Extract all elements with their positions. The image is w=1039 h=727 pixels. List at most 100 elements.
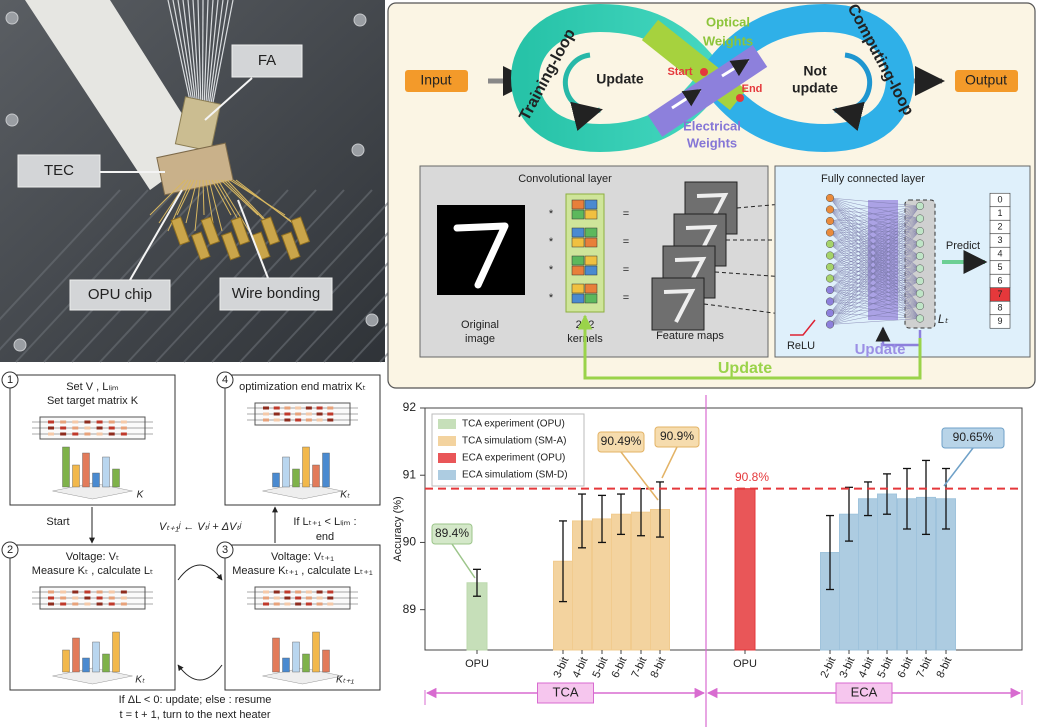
bond-wire bbox=[211, 179, 232, 216]
fc-connection bbox=[829, 280, 921, 325]
step-text: Voltage: Vₜ bbox=[66, 551, 119, 563]
conv-operator: = bbox=[623, 292, 629, 304]
input-node bbox=[825, 205, 835, 214]
callout-box bbox=[431, 523, 473, 545]
fc-connection bbox=[829, 205, 921, 210]
fc-connection bbox=[829, 243, 921, 256]
kernel-cell bbox=[584, 255, 598, 266]
matrix-element bbox=[108, 420, 115, 424]
group-label-box bbox=[537, 682, 594, 704]
fc-connection bbox=[829, 218, 921, 245]
callout-box bbox=[941, 427, 1005, 449]
fc-update-label: Update bbox=[855, 341, 906, 358]
fc-connection bbox=[829, 301, 921, 307]
fiber bbox=[204, 0, 214, 111]
fc-connection bbox=[829, 205, 921, 291]
matrix-element bbox=[316, 412, 323, 416]
matrix-element bbox=[96, 432, 103, 436]
input-label: Input bbox=[420, 72, 451, 88]
matrix-element bbox=[60, 590, 67, 594]
screw-hole bbox=[353, 13, 367, 27]
x-tick-label: 8-bit bbox=[648, 655, 668, 679]
step-text: optimization end matrix Kₜ bbox=[239, 381, 366, 393]
fc-connection bbox=[829, 318, 921, 325]
fc-connection bbox=[829, 280, 921, 314]
bar-3d bbox=[62, 446, 70, 488]
matrix-element bbox=[84, 590, 91, 594]
kernel-cell bbox=[571, 283, 585, 294]
bond-wire bbox=[194, 179, 201, 232]
fc-connection bbox=[829, 255, 921, 325]
step-badge bbox=[1, 541, 19, 559]
kernel-cell bbox=[571, 199, 585, 210]
bar-3d bbox=[322, 452, 330, 488]
fc-connection bbox=[829, 209, 921, 232]
output-box bbox=[955, 70, 1018, 92]
original-image-label: image bbox=[465, 333, 495, 345]
not-update-label: update bbox=[792, 80, 838, 96]
fc-connection bbox=[829, 232, 921, 307]
input-box bbox=[405, 70, 468, 92]
input-node bbox=[825, 251, 835, 260]
matrix-element bbox=[108, 596, 115, 600]
conv-operator: * bbox=[549, 208, 554, 220]
update-curl bbox=[562, 52, 603, 131]
bond-wire bbox=[208, 179, 223, 232]
matrix-element bbox=[263, 602, 269, 606]
bar-3d bbox=[72, 464, 80, 488]
fc-connection bbox=[829, 268, 921, 291]
bar-3d bbox=[312, 464, 320, 488]
photo-label-box bbox=[231, 44, 303, 78]
matrix-element bbox=[96, 596, 103, 600]
input-node bbox=[825, 274, 835, 283]
fc-connection bbox=[829, 278, 921, 307]
bond-pad bbox=[281, 231, 301, 261]
bar-3d bbox=[302, 653, 310, 673]
matrix-element bbox=[295, 596, 302, 600]
update-feedback-label: Update bbox=[718, 360, 772, 377]
relu-curve bbox=[790, 319, 816, 336]
bond-wire bbox=[158, 179, 189, 224]
fc-connection bbox=[829, 230, 921, 291]
fc-connection bbox=[829, 197, 921, 294]
output-digit: 0 bbox=[997, 194, 1002, 204]
fc-connection bbox=[829, 218, 921, 222]
x-tick-label: 7-bit bbox=[914, 655, 934, 679]
legend-swatch bbox=[438, 419, 456, 429]
kernel-cell bbox=[584, 265, 598, 276]
matrix-element bbox=[327, 602, 334, 606]
start-label: Start bbox=[667, 66, 692, 78]
fc-connection bbox=[829, 218, 921, 279]
input-node bbox=[825, 262, 835, 272]
fiber bbox=[210, 0, 234, 111]
fc-connection bbox=[829, 230, 921, 302]
matrix-element bbox=[72, 602, 79, 606]
output-digit: 4 bbox=[997, 248, 1002, 258]
input-node bbox=[825, 320, 835, 329]
output-node bbox=[915, 201, 925, 211]
output-node bbox=[915, 264, 925, 273]
fc-connection bbox=[829, 278, 921, 294]
output-digit: 1 bbox=[997, 208, 1002, 218]
fc-connection bbox=[829, 205, 921, 325]
photo-label: FA bbox=[258, 52, 276, 69]
pcb-trace bbox=[239, 189, 401, 363]
matrix-element bbox=[96, 420, 103, 424]
bond-wire bbox=[205, 179, 214, 224]
input-node bbox=[825, 216, 835, 226]
fiber bbox=[206, 0, 219, 111]
fc-connection bbox=[829, 205, 921, 245]
annotation: 90.9% bbox=[660, 429, 694, 443]
bar-3d bbox=[312, 631, 320, 673]
matrix-label: Kₜ bbox=[135, 675, 146, 686]
end-point bbox=[736, 94, 744, 102]
x-tick-label: 4-bit bbox=[856, 655, 876, 679]
step-number: 3 bbox=[222, 544, 228, 556]
value-label: 90.8% bbox=[735, 470, 769, 484]
pcb-trace bbox=[0, 189, 121, 321]
step-text: Measure Kₜ , calculate Lₜ bbox=[32, 565, 153, 577]
matrix-element bbox=[284, 596, 291, 600]
fc-title: Fully connected layer bbox=[821, 173, 925, 185]
matrix-element bbox=[120, 426, 127, 430]
matrix-label: K bbox=[137, 490, 145, 501]
